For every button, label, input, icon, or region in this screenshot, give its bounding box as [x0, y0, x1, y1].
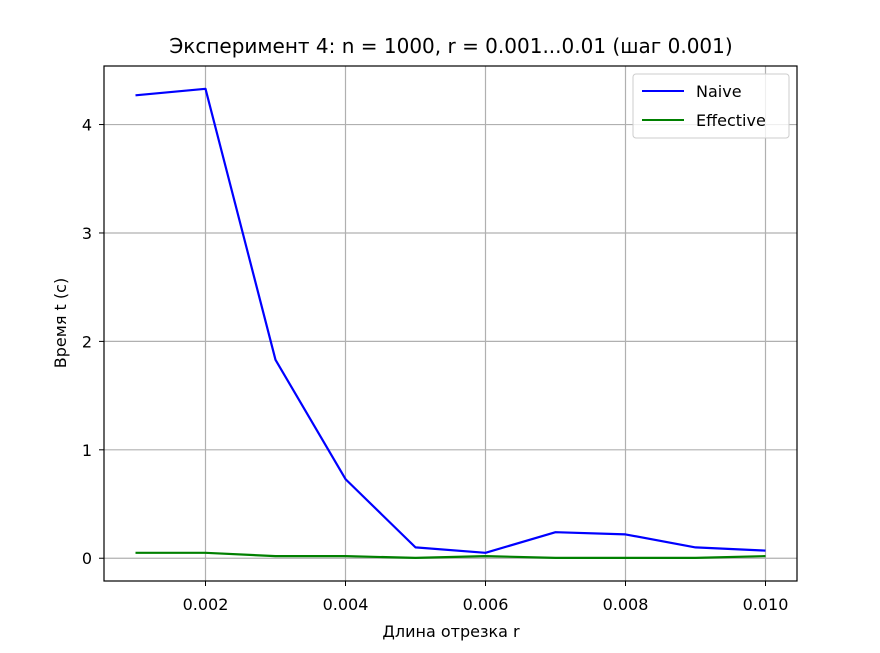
- y-tick-label: 3: [82, 224, 92, 243]
- series-line-effective: [135, 551, 766, 560]
- plot-frame: [103, 65, 798, 582]
- grid: [104, 66, 797, 581]
- y-tick-label: 4: [82, 116, 92, 135]
- x-tick-label: 0.002: [183, 595, 229, 614]
- chart-title: Эксперимент 4: n = 1000, r = 0.001...0.0…: [169, 34, 732, 58]
- x-tick-label: 0.010: [743, 595, 789, 614]
- y-tick-label: 1: [82, 441, 92, 460]
- legend-label-naive: Naive: [696, 82, 742, 101]
- x-ticks: 0.002 0.004 0.006 0.008 0.010: [183, 581, 789, 614]
- x-tick-label: 0.008: [603, 595, 649, 614]
- series-line-naive: [135, 87, 766, 554]
- y-axis-label: Время t (с): [51, 278, 70, 368]
- series-group: [135, 87, 766, 560]
- legend-label-effective: Effective: [696, 111, 766, 130]
- x-tick-label: 0.004: [323, 595, 369, 614]
- y-ticks: 0 1 2 3 4: [82, 116, 104, 568]
- x-axis-label: Длина отрезка r: [382, 622, 520, 641]
- x-tick-label: 0.006: [463, 595, 509, 614]
- y-tick-label: 0: [82, 549, 92, 568]
- legend: Naive Effective: [632, 73, 790, 139]
- y-tick-label: 2: [82, 332, 92, 351]
